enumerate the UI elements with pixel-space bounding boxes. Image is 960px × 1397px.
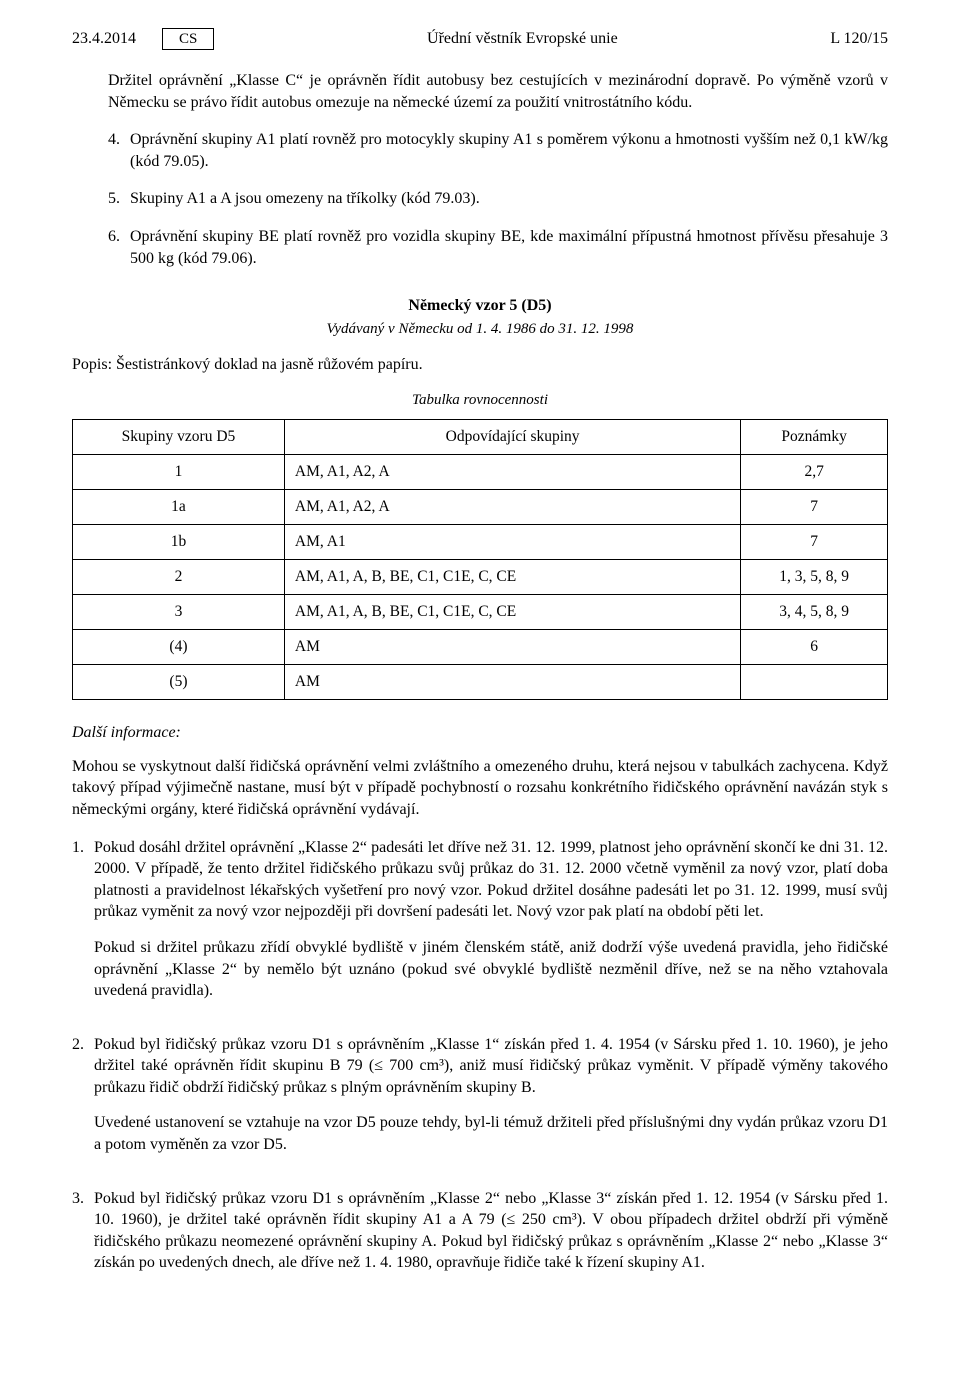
- item-text: Oprávnění skupiny A1 platí rovněž pro mo…: [130, 129, 888, 172]
- table-header-cell: Poznámky: [741, 419, 888, 454]
- equivalence-table: Skupiny vzoru D5 Odpovídající skupiny Po…: [72, 419, 888, 700]
- bottom-item-2: 2. Pokud byl řidičský průkaz vzoru D1 s …: [72, 1034, 888, 1172]
- table-row: 1a AM, A1, A2, A 7: [73, 489, 888, 524]
- item-paragraph: Uvedené ustanovení se vztahuje na vzor D…: [94, 1112, 888, 1155]
- popis-paragraph: Popis: Šestistránkový doklad na jasně rů…: [72, 354, 888, 376]
- header-pageref: L 120/15: [830, 30, 888, 48]
- table-row: 1 AM, A1, A2, A 2,7: [73, 454, 888, 489]
- model-title: Německý vzor 5 (D5): [72, 297, 888, 315]
- item-number: 5.: [108, 188, 120, 210]
- table-cell: (5): [73, 664, 285, 699]
- further-info-paragraph: Mohou se vyskytnout další řidičská opráv…: [72, 756, 888, 821]
- table-cell: 1: [73, 454, 285, 489]
- table-cell: 2: [73, 559, 285, 594]
- table-cell: AM: [284, 629, 740, 664]
- model-subtitle: Vydávaný v Německu od 1. 4. 1986 do 31. …: [72, 321, 888, 338]
- item-number: 6.: [108, 226, 120, 269]
- header-left: 23.4.2014 CS: [72, 28, 214, 50]
- table-cell: AM, A1, A2, A: [284, 454, 740, 489]
- item-text: Skupiny A1 a A jsou omezeny na tříkolky …: [130, 188, 888, 210]
- item-number: 3.: [72, 1188, 84, 1274]
- table-cell: AM: [284, 664, 740, 699]
- table-header-cell: Skupiny vzoru D5: [73, 419, 285, 454]
- table-row: (4) AM 6: [73, 629, 888, 664]
- table-header-row: Skupiny vzoru D5 Odpovídající skupiny Po…: [73, 419, 888, 454]
- item-number: 1.: [72, 837, 84, 1018]
- top-item-4: 4. Oprávnění skupiny A1 platí rovněž pro…: [108, 129, 888, 172]
- item-text: Oprávnění skupiny BE platí rovněž pro vo…: [130, 226, 888, 269]
- page: 23.4.2014 CS Úřední věstník Evropské uni…: [0, 0, 960, 1350]
- table-row: 1b AM, A1 7: [73, 524, 888, 559]
- table-cell: 6: [741, 629, 888, 664]
- bottom-item-1: 1. Pokud dosáhl držitel oprávnění „Klass…: [72, 837, 888, 1018]
- bottom-item-3: 3. Pokud byl řidičský průkaz vzoru D1 s …: [72, 1188, 888, 1274]
- table-caption: Tabulka rovnocennosti: [72, 392, 888, 409]
- item-paragraph: Pokud si držitel průkazu zřídí obvyklé b…: [94, 937, 888, 1002]
- table-cell: (4): [73, 629, 285, 664]
- table-cell: AM, A1, A, B, BE, C1, C1E, C, CE: [284, 594, 740, 629]
- item-paragraph: Pokud byl řidičský průkaz vzoru D1 s opr…: [94, 1034, 888, 1099]
- table-cell: AM, A1, A, B, BE, C1, C1E, C, CE: [284, 559, 740, 594]
- item-number: 4.: [108, 129, 120, 172]
- table-row: (5) AM: [73, 664, 888, 699]
- table-cell: 7: [741, 489, 888, 524]
- item-paragraph: Pokud dosáhl držitel oprávnění „Klasse 2…: [94, 837, 888, 923]
- header-journal: Úřední věstník Evropské unie: [427, 30, 618, 48]
- top-item-5: 5. Skupiny A1 a A jsou omezeny na tříkol…: [108, 188, 888, 210]
- table-cell: AM, A1: [284, 524, 740, 559]
- header-date: 23.4.2014: [72, 30, 136, 48]
- table-row: 3 AM, A1, A, B, BE, C1, C1E, C, CE 3, 4,…: [73, 594, 888, 629]
- table-row: 2 AM, A1, A, B, BE, C1, C1E, C, CE 1, 3,…: [73, 559, 888, 594]
- top-item-6: 6. Oprávnění skupiny BE platí rovněž pro…: [108, 226, 888, 269]
- table-cell: 3, 4, 5, 8, 9: [741, 594, 888, 629]
- table-header-cell: Odpovídající skupiny: [284, 419, 740, 454]
- table-cell: AM, A1, A2, A: [284, 489, 740, 524]
- table-cell: 1b: [73, 524, 285, 559]
- intro-paragraph: Držitel oprávnění „Klasse C“ je oprávněn…: [108, 70, 888, 113]
- further-info-label: Další informace:: [72, 724, 888, 742]
- item-paragraph: Pokud byl řidičský průkaz vzoru D1 s opr…: [94, 1188, 888, 1274]
- page-header: 23.4.2014 CS Úřední věstník Evropské uni…: [72, 28, 888, 50]
- table-cell: [741, 664, 888, 699]
- table-cell: 2,7: [741, 454, 888, 489]
- item-number: 2.: [72, 1034, 84, 1172]
- table-cell: 7: [741, 524, 888, 559]
- table-cell: 3: [73, 594, 285, 629]
- table-cell: 1a: [73, 489, 285, 524]
- header-lang-box: CS: [162, 28, 214, 50]
- table-cell: 1, 3, 5, 8, 9: [741, 559, 888, 594]
